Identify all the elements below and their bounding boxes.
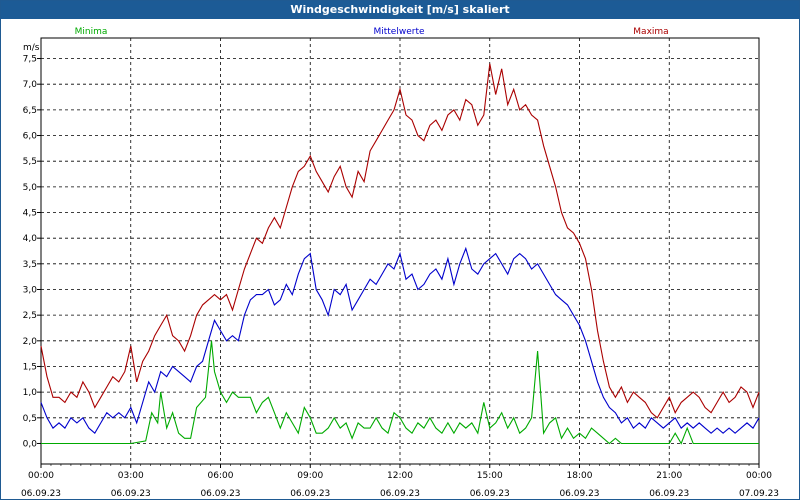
y-axis-label: m/s: [23, 43, 40, 53]
x-tick-date-label: 06.09.23: [200, 489, 240, 499]
x-tick-time-label: 06:00: [208, 471, 234, 481]
x-tick-date-label: 06.09.23: [290, 489, 330, 499]
y-tick-label: 6,0: [23, 132, 38, 142]
legend-label-mittelwerte: Mittelwerte: [373, 27, 424, 37]
y-tick-label: 6,5: [23, 106, 37, 116]
x-tick-time-label: 00:00: [28, 471, 54, 481]
series-line-minima: [41, 340, 759, 445]
x-tick-time-label: 21:00: [656, 471, 682, 481]
y-tick-label: 1,5: [23, 362, 37, 372]
y-tick-label: 5,0: [23, 183, 38, 193]
x-tick-date-label: 07.09.23: [739, 489, 779, 499]
series-line-maxima: [40, 63, 760, 419]
x-tick-date-label: 06.09.23: [559, 489, 599, 499]
legend-label-minima: Minima: [75, 27, 108, 37]
series-line-mittelwerte: [40, 246, 760, 435]
y-tick-label: 0,5: [23, 414, 37, 424]
y-tick-label: 0,0: [23, 439, 38, 449]
x-tick-time-label: 09:00: [297, 471, 323, 481]
y-tick-label: 4,0: [23, 234, 38, 244]
x-tick-date-label: 06.09.23: [649, 489, 689, 499]
x-tick-date-label: 06.09.23: [21, 489, 61, 499]
y-tick-label: 2,0: [23, 337, 38, 347]
x-tick-time-label: 15:00: [477, 471, 503, 481]
legend-label-maxima: Maxima: [633, 27, 668, 37]
y-tick-label: 3,5: [23, 260, 37, 270]
y-tick-label: 1,0: [23, 388, 38, 398]
y-tick-label: 2,5: [23, 311, 37, 321]
y-tick-label: 4,5: [23, 209, 37, 219]
x-tick-date-label: 06.09.23: [111, 489, 151, 499]
x-tick-time-label: 12:00: [387, 471, 413, 481]
y-tick-label: 7,5: [23, 55, 37, 65]
chart-plot: 0,0 0,5 1,0 1,5 2,0 2,5 3,0 3,5 4,0 4,5 5,0 5,5 6,0 6…: [21, 27, 779, 499]
x-tick-time-label: 00:00: [746, 471, 772, 481]
x-tick-time-label: 03:00: [118, 471, 144, 481]
y-tick-label: 5,5: [23, 157, 37, 167]
x-tick-date-label: 06.09.23: [380, 489, 420, 499]
x-tick-time-label: 18:00: [567, 471, 593, 481]
y-tick-label: 3,0: [23, 285, 38, 295]
x-tick-date-label: 06.09.23: [470, 489, 510, 499]
y-tick-label: 7,0: [23, 80, 38, 90]
chart-title: Windgeschwindigkeit [m/s] skaliert: [1, 1, 799, 19]
